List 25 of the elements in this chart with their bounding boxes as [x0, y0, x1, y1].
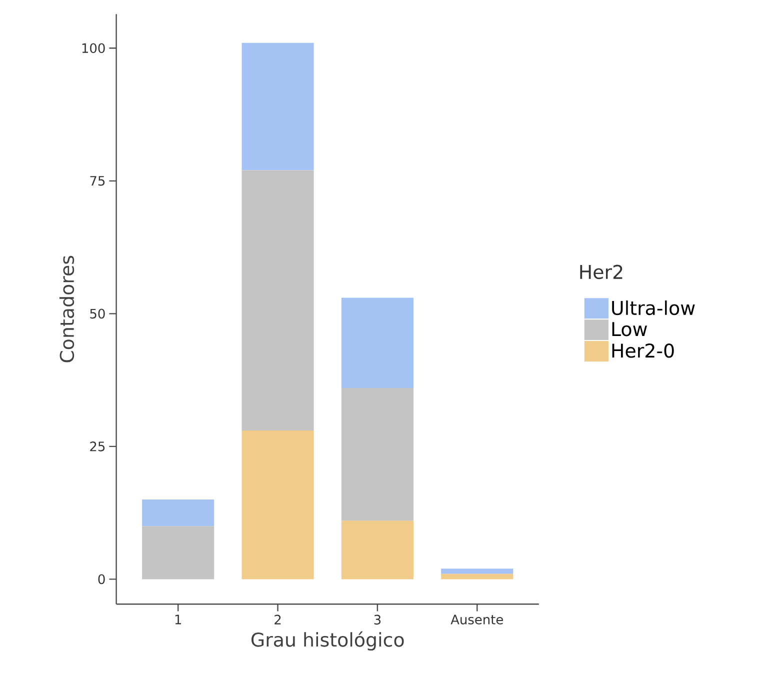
bar	[341, 388, 414, 521]
bar	[242, 430, 314, 580]
x-tick-label: Ausente	[450, 614, 503, 624]
bar	[441, 574, 514, 580]
bar	[242, 170, 314, 430]
y-tick-label: 100	[82, 43, 105, 54]
bar	[142, 500, 214, 526]
x-tick-label: 2	[274, 614, 281, 624]
legend-label: Ultra-low	[612, 300, 695, 316]
x-axis-title: Grau histológico	[251, 631, 404, 650]
legend-label: Her2-0	[612, 343, 674, 358]
y-tick-label: 75	[90, 176, 105, 186]
bar	[441, 568, 514, 574]
bar	[341, 298, 414, 388]
bar	[341, 520, 414, 580]
y-tick-label: 25	[90, 442, 105, 452]
legend-title: Her2	[580, 264, 622, 280]
y-tick-label: 50	[90, 308, 105, 319]
x-tick-label: 1	[175, 614, 182, 624]
bar	[242, 42, 314, 170]
y-axis-title: Contadores	[59, 256, 74, 362]
y-tick-label: 0	[98, 574, 105, 584]
bar	[142, 526, 214, 580]
legend-label: Low	[612, 322, 647, 336]
x-tick-label: 3	[374, 614, 381, 625]
